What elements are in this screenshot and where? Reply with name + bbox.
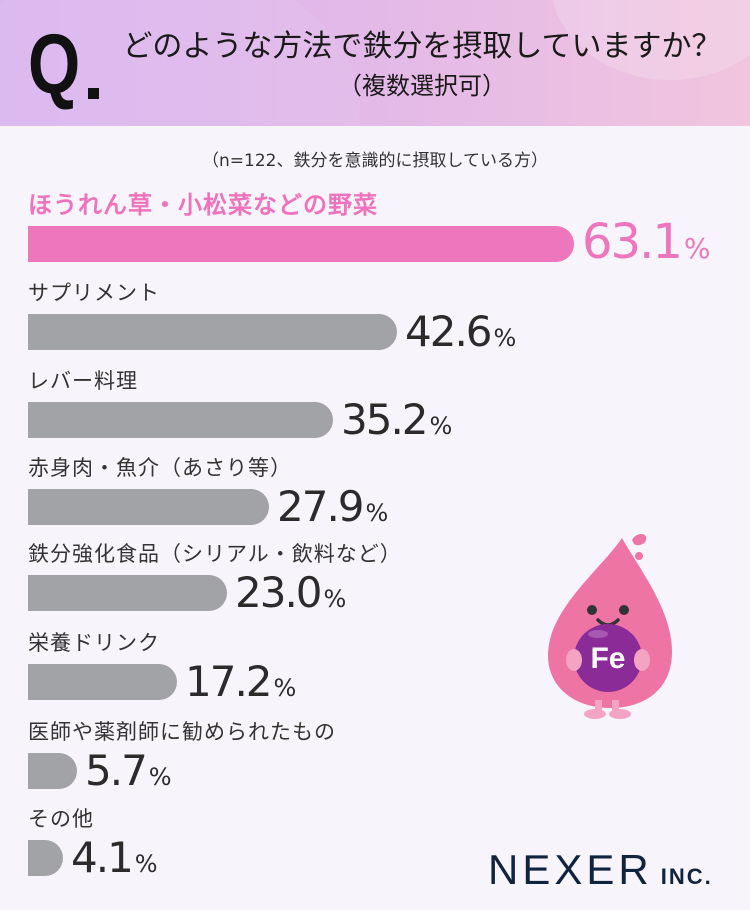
bar-row: 23.0% xyxy=(28,569,402,617)
mascot-fe-text: Fe xyxy=(590,642,625,675)
percent-sign: % xyxy=(273,674,297,702)
percent-sign: % xyxy=(365,499,389,527)
percent-number: 17.2 xyxy=(185,657,273,706)
percent-number: 5.7 xyxy=(85,746,148,795)
item-label: 栄養ドリンク xyxy=(28,631,160,655)
percent-number: 23.0 xyxy=(235,568,323,617)
chart-item: 栄養ドリンク 17.2% xyxy=(28,630,296,706)
question-subtitle: （複数選択可） xyxy=(338,72,506,100)
iron-drop-mascot-icon: Fe xyxy=(548,534,672,719)
nexer-logo: NEXER INC. xyxy=(488,846,713,894)
bar-row: 63.1% xyxy=(28,218,710,266)
logo-main: NEXER xyxy=(488,846,653,893)
percent-number: 63.1 xyxy=(582,214,683,270)
bar-row: 4.1% xyxy=(28,834,158,882)
logo-inc: INC. xyxy=(660,864,713,889)
chart-item: レバー料理 35.2% xyxy=(28,368,452,444)
percent-sign: % xyxy=(134,850,158,878)
item-label: 赤身肉・魚介（あさり等） xyxy=(28,456,292,480)
bar-row: 27.9% xyxy=(28,483,388,531)
bar xyxy=(28,226,574,262)
item-label: 鉄分強化食品（シリアル・飲料など） xyxy=(28,542,402,566)
percent-value: 4.1% xyxy=(71,834,158,888)
bar-row: 17.2% xyxy=(28,658,296,706)
bar-row: 42.6% xyxy=(28,308,516,356)
chart-item: ほうれん草・小松菜などの野菜 63.1% xyxy=(28,191,710,266)
chart-item: その他 4.1% xyxy=(28,806,158,882)
percent-value: 63.1% xyxy=(582,218,710,273)
bar xyxy=(28,314,397,350)
percent-sign: % xyxy=(683,232,711,265)
percent-sign: % xyxy=(493,324,517,352)
question-title: どのような方法で鉄分を摂取していますか？ xyxy=(122,29,722,64)
percent-value: 35.2% xyxy=(341,396,452,450)
percent-number: 4.1 xyxy=(71,833,134,882)
bar xyxy=(28,840,63,876)
q-mark: Q xyxy=(28,17,80,111)
percent-number: 27.9 xyxy=(277,482,365,531)
percent-sign: % xyxy=(148,763,172,791)
percent-value: 42.6% xyxy=(405,308,516,362)
percent-number: 42.6 xyxy=(405,307,493,356)
item-label: サプリメント xyxy=(28,281,160,305)
bar xyxy=(28,489,269,525)
q-dot xyxy=(88,88,99,99)
item-label: その他 xyxy=(28,807,94,831)
chart-item: 赤身肉・魚介（あさり等） 27.9% xyxy=(28,455,388,531)
bar xyxy=(28,664,177,700)
percent-value: 17.2% xyxy=(185,658,296,712)
chart-item: 鉄分強化食品（シリアル・飲料など） 23.0% xyxy=(28,541,402,617)
item-label: レバー料理 xyxy=(28,369,138,393)
percent-sign: % xyxy=(323,585,347,613)
percent-number: 35.2 xyxy=(341,395,429,444)
percent-value: 5.7% xyxy=(85,747,172,801)
bar xyxy=(28,575,227,611)
bar xyxy=(28,402,333,438)
header-decoration xyxy=(0,0,360,126)
chart-item: サプリメント 42.6% xyxy=(28,280,516,356)
percent-value: 27.9% xyxy=(277,483,388,537)
sample-note: （n=122、鉄分を意識的に摂取している方） xyxy=(202,151,548,171)
chart-item: 医師や薬剤師に勧められたもの 5.7% xyxy=(28,719,336,795)
bar-row: 35.2% xyxy=(28,396,452,444)
question-header: Q どのような方法で鉄分を摂取していますか？ （複数選択可） xyxy=(0,0,750,126)
percent-sign: % xyxy=(429,412,453,440)
item-label: ほうれん草・小松菜などの野菜 xyxy=(28,191,378,219)
item-label: 医師や薬剤師に勧められたもの xyxy=(28,720,336,744)
bar-row: 5.7% xyxy=(28,747,336,795)
percent-value: 23.0% xyxy=(235,569,346,623)
bar xyxy=(28,753,77,789)
